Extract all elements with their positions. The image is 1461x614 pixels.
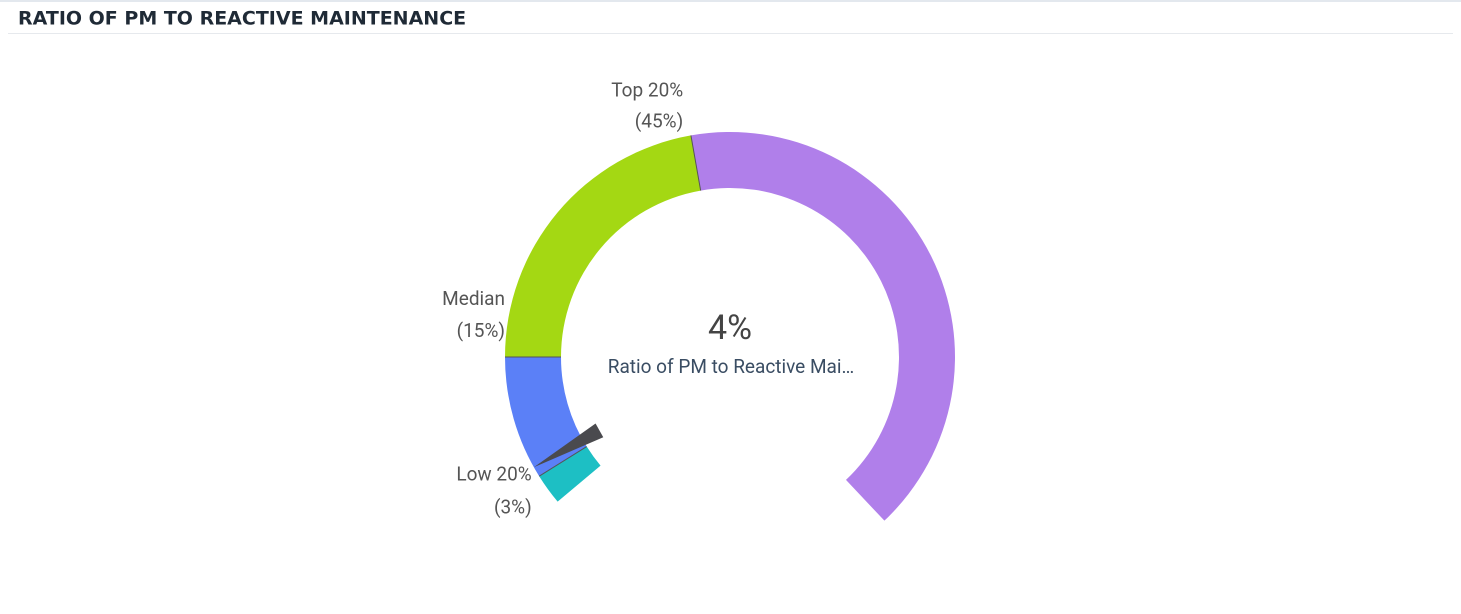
threshold-name: Median [442,287,505,310]
gauge-subtitle: Ratio of PM to Reactive Mai… [608,355,854,378]
top-border [0,0,1461,2]
gauge-segment [690,132,956,521]
threshold-label: (15%) [457,319,505,342]
gauge-value: 4% [708,308,752,348]
chart-title: RATIO OF PM TO REACTIVE MAINTENANCE [18,8,466,30]
threshold-line [690,135,702,191]
gauge-segment [539,446,601,502]
threshold-name: Low 20% [456,463,531,486]
threshold-label: (45%) [635,110,683,133]
threshold-label: (3%) [494,496,532,519]
threshold-name: Top 20% [611,79,683,102]
title-underline [8,33,1453,34]
threshold-line [538,446,587,477]
gauge: Low 20% (3%) Median (15%) Top 20% (45%) [442,79,956,521]
gauge-segment [505,135,701,357]
gauge-needle [533,423,604,468]
